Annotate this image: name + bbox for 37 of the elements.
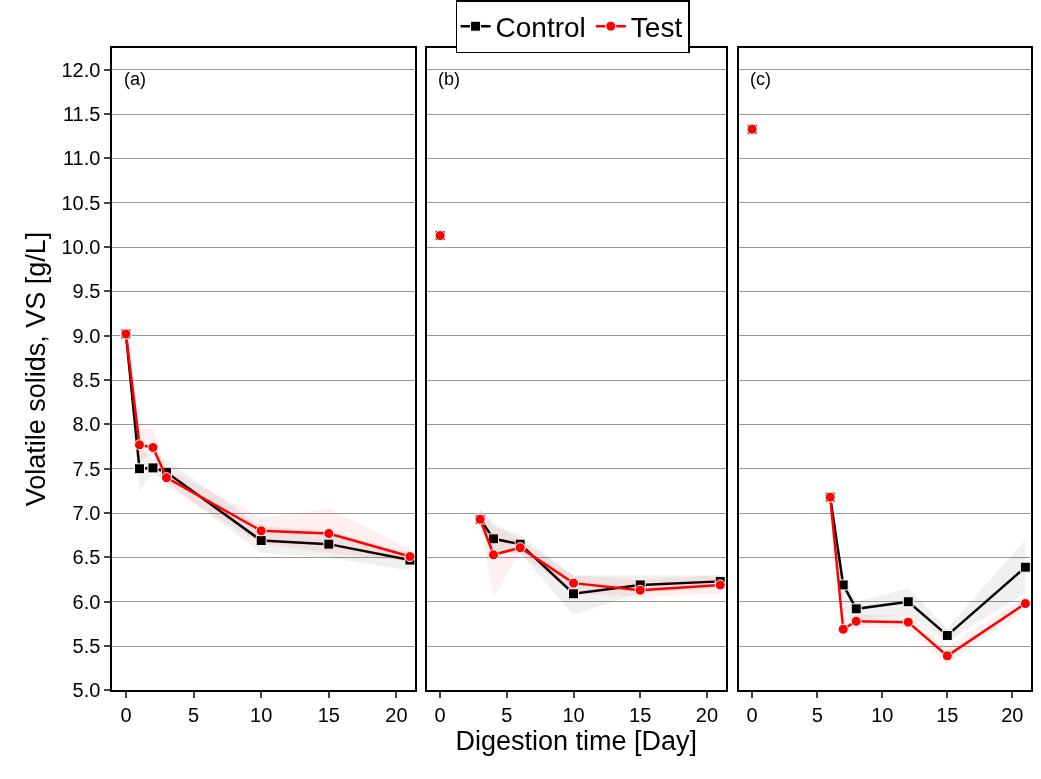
x-tick-label: 10 (871, 704, 894, 727)
legend-label: Test (630, 12, 683, 44)
x-axis-title: Digestion time [Day] (455, 726, 697, 757)
y-tick-label: 12.0 (61, 58, 101, 81)
annotation: (a) (124, 69, 146, 89)
y-tick-label: 8.5 (72, 369, 101, 392)
y-tick-label: 11.0 (62, 147, 101, 170)
y-tick-label: 6.5 (72, 546, 101, 569)
y-tick-label: 9.0 (72, 324, 101, 347)
y-tick-label: 11.5 (62, 103, 101, 126)
x-tick-label: 5 (188, 704, 200, 727)
x-tick-label: 15 (629, 704, 652, 727)
x-tick-label: 10 (250, 704, 273, 727)
y-tick-label: 5.0 (72, 679, 101, 702)
x-tick-label: 15 (317, 704, 340, 727)
annotation: (c) (750, 69, 771, 89)
x-tick-label: 5 (501, 704, 513, 727)
x-tick-label: 15 (936, 704, 959, 727)
x-tick-label: 0 (434, 704, 446, 727)
y-tick-label: 9.5 (72, 280, 101, 303)
x-tick-label: 0 (746, 704, 758, 727)
y-tick-label: 7.0 (72, 502, 101, 525)
y-tick-label: 6.0 (72, 590, 101, 613)
legend-label: Control (495, 12, 586, 44)
x-tick-label: 10 (562, 704, 585, 727)
y-tick-label: 8.0 (72, 413, 101, 436)
x-tick-label: 0 (120, 704, 132, 727)
y-tick-label: 5.5 (72, 635, 101, 658)
annotation: (b) (438, 69, 460, 89)
y-axis-title: Volatile solids, VS [g/L] (21, 231, 52, 507)
y-tick-label: 10.5 (61, 191, 101, 214)
x-tick-label: 20 (385, 704, 408, 727)
x-tick-label: 20 (695, 704, 719, 727)
x-tick-label: 5 (811, 704, 823, 727)
y-tick-label: 7.5 (72, 457, 101, 480)
y-tick-label: 10.0 (61, 236, 101, 259)
x-tick-label: 20 (1001, 704, 1024, 727)
